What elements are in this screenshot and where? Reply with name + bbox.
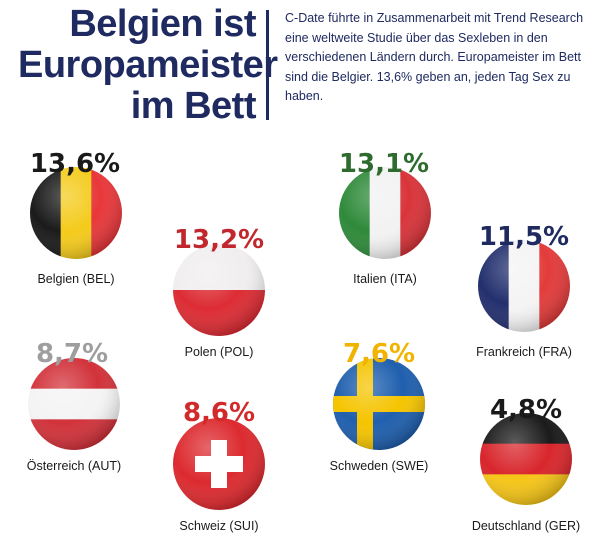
value-label-poland: 13,2% <box>174 225 264 255</box>
value-label-sweden: 7,6% <box>343 339 415 369</box>
headline-line-3: im Bett <box>130 85 257 127</box>
italy-flag-icon <box>339 167 431 259</box>
country-label-belgium: Belgien (BEL) <box>37 272 114 286</box>
value-label-italy: 13,1% <box>339 149 429 179</box>
france-flag-icon <box>478 240 570 332</box>
value-label-austria: 8,7% <box>36 339 108 369</box>
value-label-belgium: 13,6% <box>30 149 120 179</box>
headline-line-2: Europameister <box>18 44 278 86</box>
country-label-italy: Italien (ITA) <box>353 272 417 286</box>
country-label-france: Frankreich (FRA) <box>476 345 572 359</box>
value-label-germany: 4,8% <box>490 395 562 425</box>
header-divider <box>266 10 269 120</box>
country-label-germany: Deutschland (GER) <box>472 519 580 533</box>
country-label-austria: Österreich (AUT) <box>27 459 121 473</box>
belgium-flag-icon <box>30 167 122 259</box>
value-label-france: 11,5% <box>479 222 569 252</box>
switzerland-flag-icon <box>173 418 265 510</box>
country-label-poland: Polen (POL) <box>185 345 254 359</box>
country-label-sweden: Schweden (SWE) <box>330 459 429 473</box>
germany-flag-icon <box>480 413 572 505</box>
austria-flag-icon <box>28 358 120 450</box>
sweden-flag-icon <box>333 358 425 450</box>
poland-flag-icon <box>173 244 265 336</box>
value-label-switzerland: 8,6% <box>183 398 255 428</box>
country-label-switzerland: Schweiz (SUI) <box>179 519 258 533</box>
intro-text: C-Date führte in Zusammenarbeit mit Tren… <box>285 11 584 103</box>
headline: Belgien ist Europameister im Bett <box>18 3 278 127</box>
headline-line-1: Belgien ist <box>69 3 256 45</box>
